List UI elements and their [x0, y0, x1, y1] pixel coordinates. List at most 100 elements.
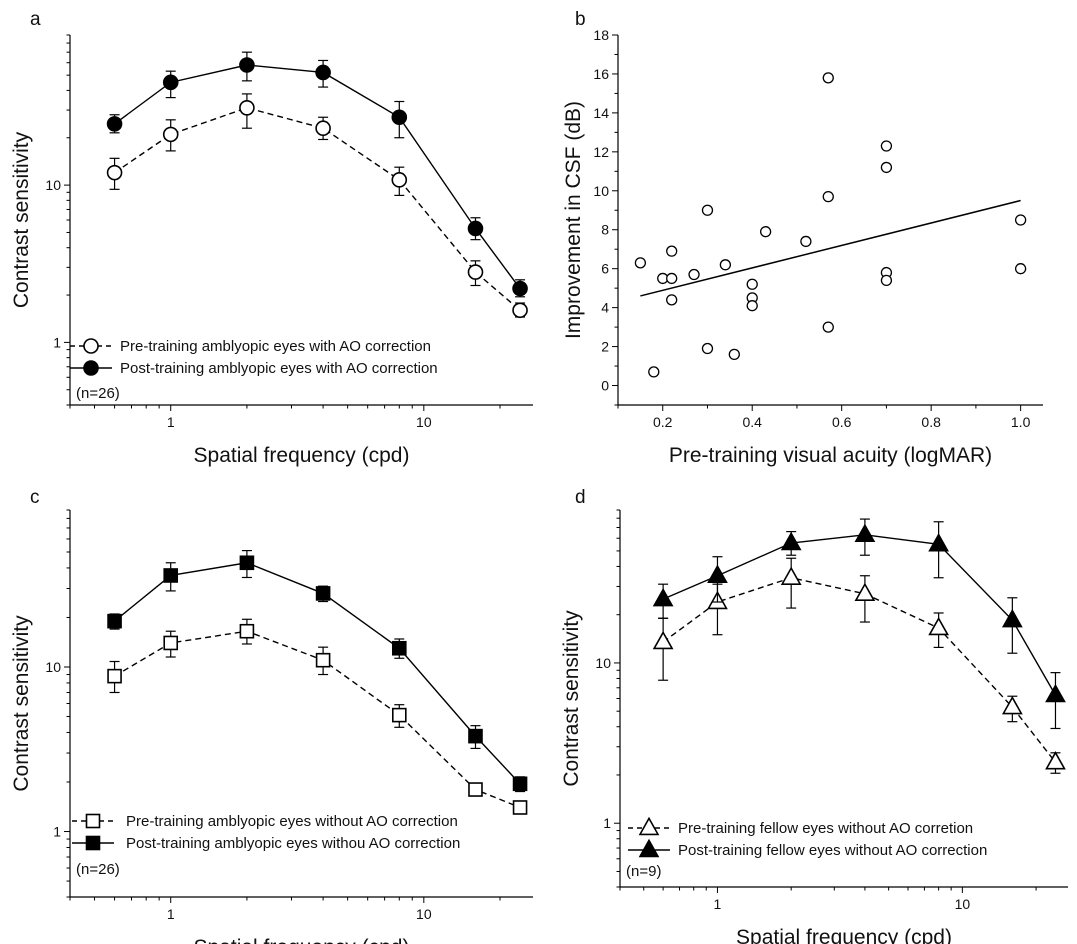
scatter-point [759, 226, 772, 238]
sample-size-label: (n=26) [76, 385, 120, 402]
scatter-point [648, 366, 660, 378]
y-tick-label: 1 [53, 334, 61, 350]
y-tick-label: 2 [601, 339, 609, 355]
data-point [162, 74, 179, 91]
scatter-point [701, 204, 714, 216]
y-tick-label: 6 [601, 261, 609, 277]
legend-label: Post-training fellow eyes without AO cor… [678, 842, 987, 859]
y-tick-label: 16 [593, 66, 609, 82]
legend-marker [83, 360, 99, 376]
sample-size-label: (n=9) [626, 863, 661, 880]
data-point [239, 57, 255, 73]
scatter-point [728, 348, 740, 361]
data-point [107, 668, 122, 684]
y-tick-label: 4 [601, 300, 609, 316]
data-point [512, 776, 528, 792]
x-tick-label: 1.0 [1011, 414, 1031, 430]
y-tick-label: 1 [603, 815, 611, 831]
data-point [928, 533, 949, 552]
x-tick-label: 1 [167, 906, 175, 922]
y-axis-title: Improvement in CSF (dB) [562, 101, 585, 339]
x-tick-label: 1 [167, 414, 175, 430]
data-point [1001, 695, 1023, 715]
data-point [315, 64, 331, 81]
scatter-point [822, 190, 834, 203]
data-point [1045, 751, 1066, 770]
data-point [854, 582, 876, 602]
y-tick-label: 18 [593, 27, 609, 43]
data-point [315, 652, 331, 668]
scatter-point [666, 294, 678, 306]
legend-label: Pre-training amblyopic eyes without AO c… [126, 813, 458, 830]
scatter-point [701, 342, 714, 355]
legend-marker [638, 816, 660, 836]
legend-label: Pre-training fellow eyes without AO corr… [678, 820, 973, 837]
data-point [391, 109, 408, 126]
data-point [780, 566, 802, 585]
legend-label: Post-training amblyopic eyes with AO cor… [120, 360, 438, 377]
y-tick-label: 14 [593, 105, 609, 121]
data-point [854, 523, 876, 543]
panel-letter: b [575, 9, 586, 30]
scatter-point [822, 72, 834, 84]
data-point [315, 586, 331, 601]
x-tick-label: 0.6 [832, 414, 852, 430]
data-point [239, 623, 255, 639]
data-point [391, 707, 407, 723]
scatter-point [746, 278, 758, 290]
x-tick-label: 0.8 [921, 414, 941, 430]
data-point [1045, 683, 1066, 703]
x-axis-title: Spatial frequency (cpd) [736, 926, 952, 944]
scatter-point [666, 272, 678, 285]
y-tick-label: 10 [595, 655, 611, 671]
y-tick-label: 12 [593, 144, 609, 160]
data-point [315, 120, 331, 137]
scatter-point [880, 140, 893, 152]
x-tick-label: 10 [416, 906, 432, 922]
panel-a: a 1 10 1 10 Spatial frequency (cpd) Contrast s… [10, 9, 533, 467]
y-tick-label: 10 [45, 659, 61, 675]
scatter-point [880, 274, 893, 287]
data-point [106, 116, 123, 132]
data-point [707, 564, 728, 583]
panel-b: b 0.2 0.4 0.6 0.8 1.0 0 2 4 6 8 10 12 14 16 18 Pre-train… [562, 9, 1043, 467]
legend-marker [85, 835, 101, 851]
data-point [652, 587, 674, 607]
data-point [107, 613, 122, 629]
data-point [468, 728, 483, 744]
data-point [467, 264, 484, 280]
scatter-point [1014, 263, 1027, 275]
y-tick-label: 0 [601, 378, 609, 394]
legend-label: Post-training amblyopic eyes withou AO c… [126, 835, 460, 852]
data-point [391, 640, 407, 656]
panel-letter: c [30, 487, 40, 508]
legend-marker [638, 838, 660, 858]
sample-size-label: (n=26) [76, 861, 120, 878]
data-point [106, 164, 123, 181]
panel-c: c 1 10 1 10 Spatial frequency (cpd) Contrast s… [10, 487, 533, 944]
data-point [928, 616, 949, 636]
data-point [780, 531, 802, 551]
y-tick-label: 10 [45, 177, 61, 193]
legend-marker [85, 813, 101, 829]
series-line [114, 64, 521, 289]
data-point [163, 568, 179, 583]
scatter-point [666, 245, 678, 257]
data-point [512, 302, 528, 319]
panel-letter: d [575, 487, 586, 508]
data-point [512, 280, 528, 297]
scatter-point [688, 268, 700, 281]
x-axis-title: Pre-training visual acuity (logMAR) [669, 444, 992, 467]
data-point [512, 800, 528, 815]
x-tick-label: 0.4 [742, 414, 762, 430]
y-axis-title: Contrast sensitivity [560, 610, 583, 787]
series-line [662, 534, 1057, 696]
data-point [162, 126, 179, 143]
scatter-point [719, 259, 732, 271]
x-tick-label: 0.2 [653, 414, 673, 430]
data-point [467, 220, 484, 237]
x-tick-label: 10 [416, 414, 432, 430]
y-tick-label: 8 [601, 222, 609, 238]
